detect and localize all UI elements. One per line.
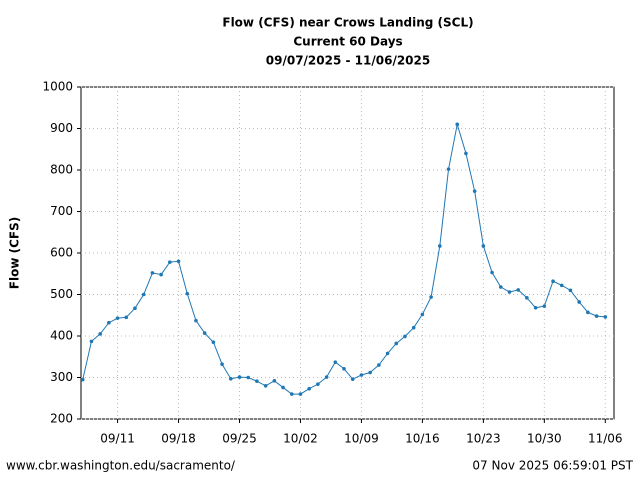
flow-point bbox=[551, 279, 555, 284]
chart-title: Flow (CFS) near Crows Landing (SCL) bbox=[222, 16, 473, 30]
flow-point bbox=[438, 244, 442, 248]
flow-point bbox=[394, 341, 399, 346]
flow-point bbox=[150, 271, 155, 275]
flow-point bbox=[472, 189, 477, 193]
flow-point bbox=[246, 375, 251, 380]
flow-point bbox=[411, 325, 416, 330]
flow-point bbox=[603, 315, 608, 319]
flow-point bbox=[559, 283, 564, 288]
flow-point bbox=[359, 373, 364, 377]
x-tick-label: 09/18 bbox=[161, 432, 196, 446]
flow-point bbox=[185, 291, 190, 296]
flow-point bbox=[176, 259, 181, 264]
x-tick-label: 09/25 bbox=[222, 432, 257, 446]
flow-point bbox=[525, 296, 529, 300]
flow-point bbox=[159, 272, 163, 277]
flow-point bbox=[115, 316, 120, 320]
flow-point bbox=[594, 314, 599, 318]
date-range: 09/07/2025 - 11/06/2025 bbox=[266, 54, 430, 68]
flow-point bbox=[133, 306, 137, 310]
flow-point bbox=[228, 376, 233, 381]
flow-point bbox=[255, 379, 259, 384]
timestamp: 07 Nov 2025 06:59:01 PST bbox=[472, 459, 633, 473]
y-tick-label: 600 bbox=[50, 246, 73, 260]
flow-point bbox=[289, 392, 294, 396]
y-tick-label: 900 bbox=[50, 121, 73, 135]
flow-point bbox=[455, 122, 460, 127]
flow-point bbox=[194, 318, 198, 323]
chart-subtitle: Current 60 Days bbox=[293, 35, 402, 49]
flow-point bbox=[211, 340, 216, 345]
x-tick-label: 10/23 bbox=[466, 432, 501, 446]
y-tick-label: 400 bbox=[50, 329, 73, 343]
flow-point bbox=[342, 366, 346, 371]
flow-point bbox=[377, 363, 381, 367]
flow-line bbox=[82, 124, 606, 395]
y-axis-label: Flow (CFS) bbox=[8, 217, 22, 289]
flow-point bbox=[220, 362, 224, 367]
flow-point bbox=[481, 244, 486, 248]
flow-point bbox=[403, 334, 407, 339]
x-tick-label: 10/02 bbox=[283, 432, 318, 446]
flow-point bbox=[307, 386, 311, 391]
flow-point bbox=[533, 305, 538, 310]
flow-point bbox=[98, 332, 102, 336]
flow-point bbox=[586, 310, 590, 315]
flow-point bbox=[237, 375, 242, 379]
flow-point bbox=[316, 382, 320, 386]
flow-point bbox=[420, 312, 425, 317]
flow-point bbox=[107, 320, 111, 325]
flow-point bbox=[498, 285, 503, 289]
y-tick-label: 300 bbox=[50, 370, 73, 384]
x-tick-label: 10/30 bbox=[527, 432, 562, 446]
flow-point bbox=[202, 331, 207, 335]
x-tick-label: 10/16 bbox=[405, 432, 440, 446]
x-tick-label: 11/06 bbox=[588, 432, 623, 446]
flow-point bbox=[333, 360, 338, 364]
flow-point bbox=[446, 167, 451, 171]
flow-point bbox=[490, 270, 494, 275]
flow-point bbox=[577, 300, 581, 304]
flow-point bbox=[124, 315, 129, 320]
flow-point bbox=[298, 392, 303, 396]
y-tick-label: 800 bbox=[50, 163, 73, 177]
flow-point bbox=[272, 379, 277, 383]
x-tick-label: 10/09 bbox=[344, 432, 379, 446]
y-tick-label: 700 bbox=[50, 204, 73, 218]
flow-point bbox=[263, 384, 268, 388]
flow-point bbox=[429, 295, 433, 299]
flow-point bbox=[516, 288, 520, 292]
flow-point bbox=[350, 377, 355, 381]
flow-point bbox=[141, 292, 146, 297]
y-tick-label: 500 bbox=[50, 287, 73, 301]
flow-point bbox=[89, 339, 94, 344]
flow-point bbox=[324, 375, 329, 379]
flow-point bbox=[168, 260, 172, 264]
flow-point bbox=[542, 304, 547, 308]
flow-point bbox=[568, 288, 573, 293]
flow-point bbox=[80, 377, 85, 382]
flow-point bbox=[385, 351, 390, 356]
flow-point bbox=[368, 370, 372, 375]
x-tick-label: 09/11 bbox=[100, 432, 135, 446]
flow-point bbox=[507, 290, 512, 294]
y-tick-label: 200 bbox=[50, 412, 73, 426]
source-url: www.cbr.washington.edu/sacramento/ bbox=[6, 459, 236, 473]
plot-frame bbox=[80, 86, 615, 420]
flow-point bbox=[464, 151, 468, 156]
flow-point bbox=[281, 385, 285, 390]
y-tick-label: 1000 bbox=[42, 80, 73, 94]
